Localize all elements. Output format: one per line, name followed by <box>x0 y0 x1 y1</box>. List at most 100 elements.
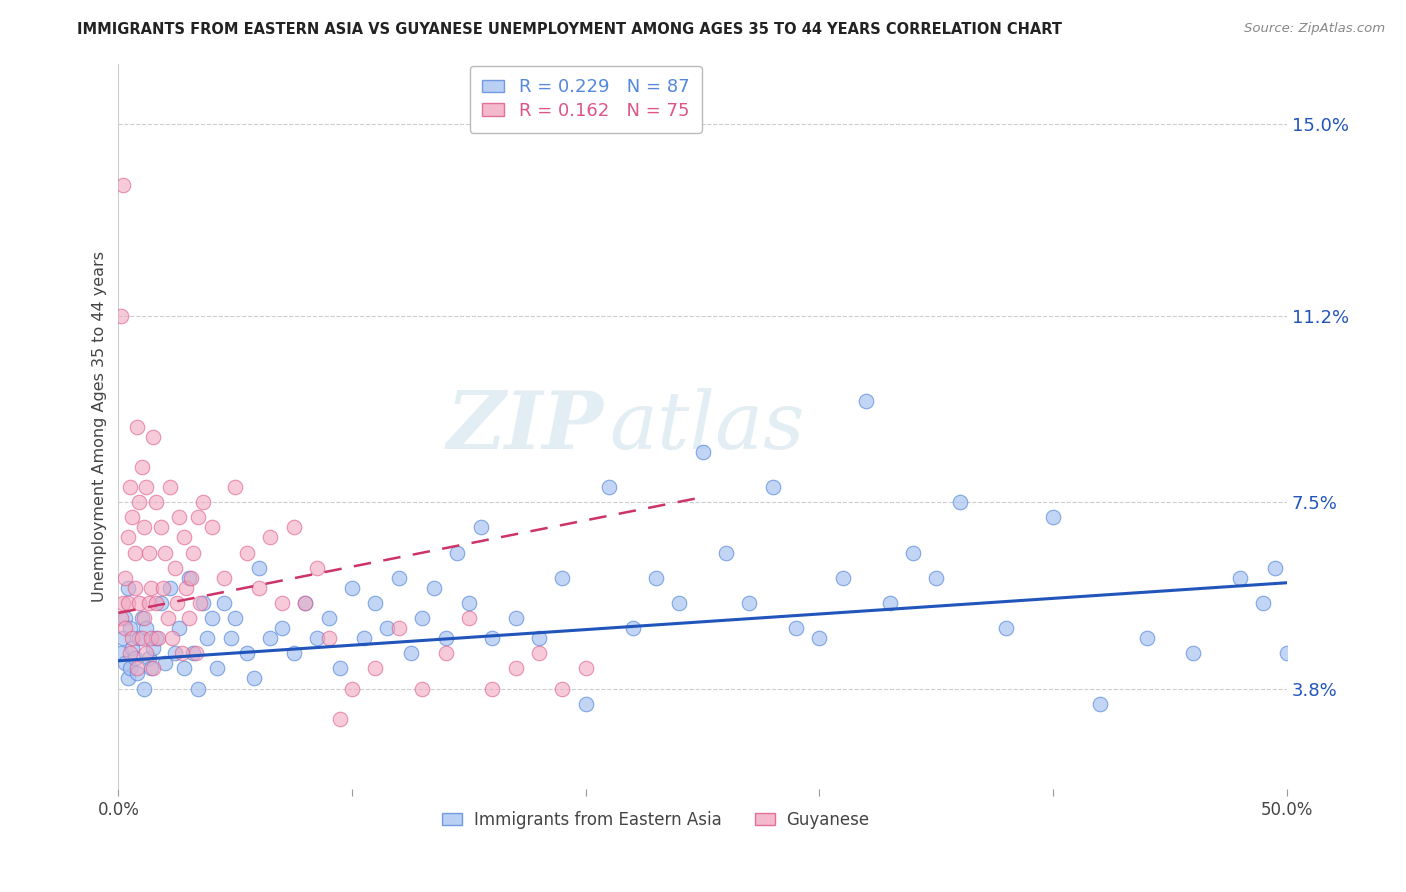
Point <box>135 480 157 494</box>
Point <box>340 581 363 595</box>
Point <box>575 697 598 711</box>
Point <box>124 651 146 665</box>
Point <box>808 631 831 645</box>
Point <box>180 571 202 585</box>
Point <box>191 596 214 610</box>
Point <box>174 581 197 595</box>
Point <box>925 571 948 585</box>
Text: atlas: atlas <box>609 388 804 466</box>
Point <box>645 571 668 585</box>
Point <box>621 621 644 635</box>
Point <box>738 596 761 610</box>
Point <box>187 681 209 696</box>
Point <box>166 596 188 610</box>
Point <box>388 571 411 585</box>
Point <box>177 571 200 585</box>
Point <box>159 480 181 494</box>
Point <box>110 646 132 660</box>
Point <box>388 621 411 635</box>
Point <box>307 631 329 645</box>
Point <box>145 596 167 610</box>
Point <box>124 581 146 595</box>
Point <box>353 631 375 645</box>
Point <box>110 309 132 323</box>
Point <box>141 631 163 645</box>
Point <box>117 530 139 544</box>
Point <box>170 646 193 660</box>
Point <box>458 611 481 625</box>
Point <box>1275 646 1298 660</box>
Point <box>1264 560 1286 574</box>
Point <box>117 672 139 686</box>
Point <box>114 621 136 635</box>
Legend: Immigrants from Eastern Asia, Guyanese: Immigrants from Eastern Asia, Guyanese <box>436 804 876 835</box>
Point <box>134 681 156 696</box>
Point <box>307 560 329 574</box>
Point <box>163 646 186 660</box>
Point <box>117 596 139 610</box>
Point <box>995 621 1018 635</box>
Point <box>127 661 149 675</box>
Point <box>219 631 242 645</box>
Point <box>134 520 156 534</box>
Point <box>205 661 228 675</box>
Point <box>375 621 398 635</box>
Point <box>121 641 143 656</box>
Point <box>294 596 316 610</box>
Point <box>949 495 972 509</box>
Point <box>138 545 160 559</box>
Y-axis label: Unemployment Among Ages 35 to 44 years: Unemployment Among Ages 35 to 44 years <box>93 252 107 602</box>
Point <box>128 631 150 645</box>
Point <box>141 581 163 595</box>
Point <box>692 445 714 459</box>
Point <box>134 611 156 625</box>
Point <box>527 631 550 645</box>
Point <box>212 571 235 585</box>
Point <box>283 520 305 534</box>
Point <box>329 712 352 726</box>
Point <box>138 651 160 665</box>
Point <box>187 510 209 524</box>
Point <box>283 646 305 660</box>
Point <box>167 621 190 635</box>
Point <box>762 480 785 494</box>
Point <box>149 520 172 534</box>
Point <box>153 545 176 559</box>
Point <box>247 560 270 574</box>
Point <box>145 495 167 509</box>
Point <box>1182 646 1205 660</box>
Text: ZIP: ZIP <box>447 388 603 466</box>
Point <box>855 394 877 409</box>
Point <box>259 631 281 645</box>
Point <box>340 681 363 696</box>
Point <box>121 510 143 524</box>
Point <box>668 596 690 610</box>
Point <box>173 530 195 544</box>
Point <box>146 631 169 645</box>
Point <box>224 611 246 625</box>
Point <box>177 611 200 625</box>
Point <box>551 681 574 696</box>
Point <box>212 596 235 610</box>
Point <box>131 459 153 474</box>
Point <box>505 611 527 625</box>
Point <box>142 661 165 675</box>
Point <box>434 646 457 660</box>
Point <box>259 530 281 544</box>
Point <box>142 430 165 444</box>
Point <box>551 571 574 585</box>
Point <box>527 646 550 660</box>
Point <box>114 611 136 625</box>
Point <box>785 621 807 635</box>
Point <box>271 621 294 635</box>
Text: Source: ZipAtlas.com: Source: ZipAtlas.com <box>1244 22 1385 36</box>
Point <box>201 611 224 625</box>
Point <box>411 611 433 625</box>
Point <box>112 631 135 645</box>
Point <box>141 661 163 675</box>
Point <box>135 646 157 660</box>
Point <box>127 666 149 681</box>
Point <box>458 596 481 610</box>
Point <box>879 596 901 610</box>
Point <box>423 581 446 595</box>
